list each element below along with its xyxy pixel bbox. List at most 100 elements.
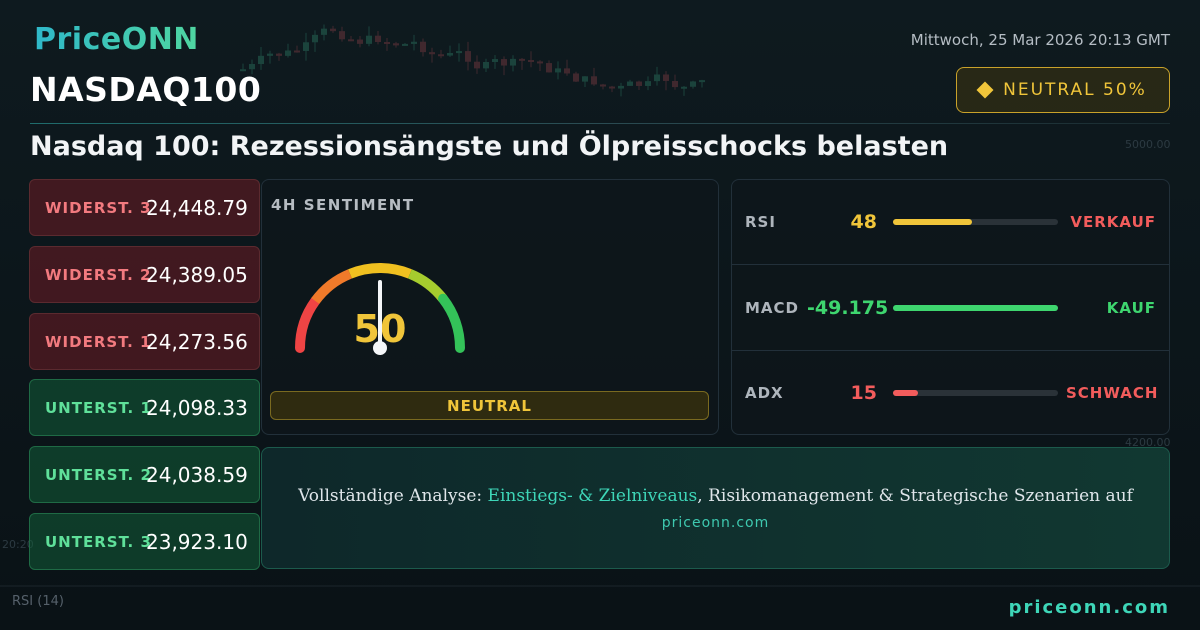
bg-axis-label-top: 5000.00 xyxy=(1125,138,1171,151)
cta-panel[interactable] xyxy=(261,447,1170,569)
bg-candle-body xyxy=(492,59,498,63)
bg-candle-body xyxy=(303,42,309,51)
bg-candle-body xyxy=(402,43,408,46)
bg-candle-body xyxy=(285,50,291,56)
indicator-value: 15 xyxy=(850,381,877,404)
level-value: 24,038.59 xyxy=(146,462,248,487)
bg-candle-body xyxy=(429,52,435,55)
indicator-signal: KAUF xyxy=(1106,298,1156,317)
indicator-macd: MACD -49.175 KAUF xyxy=(731,265,1170,350)
gauge-arc-segment xyxy=(438,293,465,353)
bg-candle-body xyxy=(321,28,327,35)
bg-candle-body xyxy=(537,61,543,64)
bg-candle-body xyxy=(555,68,561,73)
bg-axis-label-mid: 4200.00 xyxy=(1125,436,1171,449)
bg-candle-body xyxy=(636,81,642,86)
indicator-divider xyxy=(731,264,1170,265)
indicator-bar xyxy=(893,389,1058,396)
indicator-bar xyxy=(893,304,1058,311)
bg-candle-body xyxy=(465,51,471,62)
rsi-foot-name: RSI xyxy=(12,594,34,609)
bg-candle-body xyxy=(339,31,345,40)
indicator-bar-fill xyxy=(893,218,973,225)
brand-logo[interactable]: PriceONN xyxy=(34,22,199,57)
bg-candle-body xyxy=(474,61,480,69)
bg-candle-body xyxy=(681,86,687,89)
header-divider xyxy=(30,123,1170,124)
indicator-divider xyxy=(731,350,1170,351)
level-label: UNTERST. 1 xyxy=(45,398,152,417)
indicator-value: -49.175 xyxy=(807,296,889,319)
sentiment-title: 4H SENTIMENT xyxy=(271,196,415,214)
bg-candle-body xyxy=(384,42,390,45)
bg-candle-body xyxy=(627,81,633,86)
level-support-2: UNTERST. 2 24,038.59 xyxy=(29,446,260,503)
gauge-arc-segment xyxy=(348,263,412,279)
gauge-needle-pivot xyxy=(373,341,387,355)
bg-candle-body xyxy=(663,74,669,81)
indicator-name: MACD xyxy=(745,298,799,317)
bg-candle-body xyxy=(609,86,615,89)
bg-candle-body xyxy=(519,58,525,61)
ticker-symbol: NASDAQ100 xyxy=(30,70,262,109)
level-value: 24,448.79 xyxy=(146,195,248,220)
bg-candle-body xyxy=(276,53,282,56)
bg-candle-body xyxy=(267,53,273,56)
sentiment-label: NEUTRAL xyxy=(270,391,709,420)
indicator-value: 48 xyxy=(850,210,877,233)
bg-candle-body xyxy=(456,51,462,54)
bg-candle-body xyxy=(249,64,255,70)
sentiment-badge-label: NEUTRAL 50% xyxy=(1003,80,1147,100)
cta-suffix: , Risikomanagement & Strategische Szenar… xyxy=(697,486,1133,506)
rsi-foot-period: (14) xyxy=(37,594,64,609)
cta-highlight: Einstiegs- & Zielniveaus xyxy=(487,486,698,506)
indicator-adx: ADX 15 SCHWACH xyxy=(731,350,1170,435)
level-support-3: UNTERST. 3 23,923.10 xyxy=(29,513,260,570)
gauge-arc-segment xyxy=(311,269,353,305)
level-label: WIDERST. 3 xyxy=(45,198,152,217)
bg-candle-body xyxy=(591,76,597,85)
bg-candle-body xyxy=(510,58,516,66)
sentiment-badge: NEUTRAL 50% xyxy=(956,67,1170,113)
gauge-arc-segment xyxy=(407,269,447,302)
bg-candle-body xyxy=(672,80,678,88)
level-value: 24,098.33 xyxy=(146,395,248,420)
level-value: 23,923.10 xyxy=(146,529,248,554)
gauge-arc-segment xyxy=(295,295,321,353)
bg-candle-body xyxy=(483,62,489,69)
bg-candle-body xyxy=(645,81,651,86)
level-label: UNTERST. 3 xyxy=(45,532,152,551)
level-resistance-2: WIDERST. 2 24,389.05 xyxy=(29,246,260,303)
level-label: UNTERST. 2 xyxy=(45,465,152,484)
bg-candle-body xyxy=(258,55,264,65)
cta-link[interactable]: priceonn.com xyxy=(661,515,770,531)
indicator-signal: SCHWACH xyxy=(1066,383,1159,402)
level-resistance-3: WIDERST. 3 24,448.79 xyxy=(29,179,260,236)
bg-candle-body xyxy=(240,69,246,72)
bg-candle-body xyxy=(654,74,660,82)
bg-candle-body xyxy=(690,81,696,87)
bg-candle-body xyxy=(375,35,381,43)
indicator-rsi: RSI 48 VERKAUF xyxy=(731,179,1170,264)
bg-candle-body xyxy=(348,39,354,42)
bg-candle-body xyxy=(582,76,588,82)
bg-axis-label-left: 20:20 xyxy=(2,538,34,551)
bg-candle-body xyxy=(564,68,570,74)
bg-candle-body xyxy=(699,80,705,83)
level-value: 24,273.56 xyxy=(146,329,248,354)
footer-link[interactable]: priceonn.com xyxy=(1008,597,1170,618)
level-resistance-1: WIDERST. 1 24,273.56 xyxy=(29,313,260,370)
level-label: WIDERST. 2 xyxy=(45,265,152,284)
headline: Nasdaq 100: Rezessionsängste und Ölpreis… xyxy=(30,131,949,162)
bg-candle-body xyxy=(501,59,507,66)
indicator-name: ADX xyxy=(745,383,784,402)
indicator-bar-fill xyxy=(893,389,918,396)
bg-candle-body xyxy=(546,63,552,73)
bg-candle-body xyxy=(312,34,318,43)
bg-candle-body xyxy=(420,41,426,53)
bg-candle-body xyxy=(573,73,579,82)
level-support-1: UNTERST. 1 24,098.33 xyxy=(29,379,260,436)
cta-prefix: Vollständige Analyse: xyxy=(298,486,488,506)
cta-text: Vollständige Analyse: Einstiegs- & Zieln… xyxy=(261,486,1170,506)
bg-candle-body xyxy=(357,39,363,44)
